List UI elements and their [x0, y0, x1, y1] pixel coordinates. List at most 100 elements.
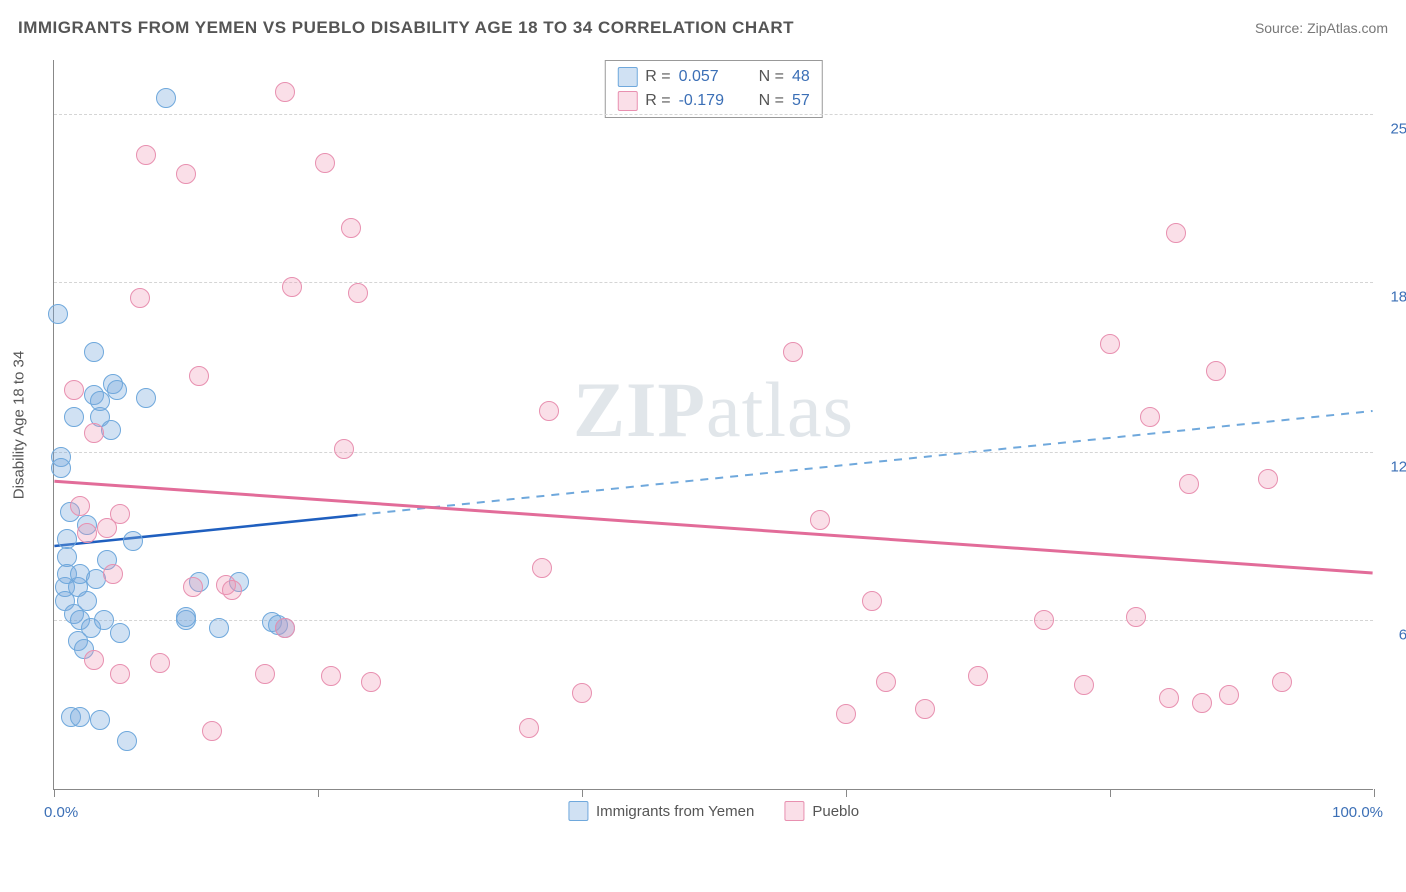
- source-label: Source: ZipAtlas.com: [1255, 20, 1388, 36]
- data-point-series-1: [209, 618, 229, 638]
- data-point-series-2: [321, 666, 341, 686]
- data-point-series-2: [1034, 610, 1054, 630]
- data-point-series-2: [275, 82, 295, 102]
- x-tick: [318, 789, 319, 797]
- data-point-series-2: [150, 653, 170, 673]
- x-tick: [846, 789, 847, 797]
- data-point-series-2: [1219, 685, 1239, 705]
- data-point-series-2: [1074, 675, 1094, 695]
- x-axis-max-label: 100.0%: [1332, 804, 1383, 821]
- data-point-series-1: [107, 380, 127, 400]
- swatch-series-2: [784, 801, 804, 821]
- data-point-series-1: [77, 591, 97, 611]
- y-tick-label: 25.0%: [1378, 121, 1406, 138]
- stats-box: R = 0.057 N = 48 R = -0.179 N = 57: [604, 60, 822, 118]
- swatch-series-2: [617, 91, 637, 111]
- legend-label-1: Immigrants from Yemen: [596, 803, 754, 820]
- data-point-series-2: [876, 672, 896, 692]
- swatch-series-1: [617, 67, 637, 87]
- data-point-series-2: [334, 439, 354, 459]
- legend-item-2: Pueblo: [784, 801, 859, 821]
- gridline: [54, 452, 1373, 453]
- y-tick-label: 6.3%: [1378, 626, 1406, 643]
- data-point-series-2: [183, 577, 203, 597]
- data-point-series-1: [64, 407, 84, 427]
- data-point-series-2: [361, 672, 381, 692]
- data-point-series-2: [1140, 407, 1160, 427]
- data-point-series-1: [57, 529, 77, 549]
- data-point-series-2: [532, 558, 552, 578]
- data-point-series-1: [123, 531, 143, 551]
- data-point-series-2: [84, 423, 104, 443]
- data-point-series-2: [282, 277, 302, 297]
- data-point-series-2: [202, 721, 222, 741]
- data-point-series-2: [968, 666, 988, 686]
- stats-row-series-2: R = -0.179 N = 57: [617, 89, 809, 113]
- data-point-series-2: [189, 366, 209, 386]
- y-tick-label: 18.8%: [1378, 288, 1406, 305]
- data-point-series-1: [90, 710, 110, 730]
- x-tick: [582, 789, 583, 797]
- header-row: IMMIGRANTS FROM YEMEN VS PUEBLO DISABILI…: [18, 18, 1388, 38]
- data-point-series-2: [103, 564, 123, 584]
- data-point-series-2: [915, 699, 935, 719]
- data-point-series-2: [836, 704, 856, 724]
- data-point-series-2: [1126, 607, 1146, 627]
- swatch-series-1: [568, 801, 588, 821]
- data-point-series-1: [51, 458, 71, 478]
- data-point-series-2: [1258, 469, 1278, 489]
- data-point-series-1: [110, 623, 130, 643]
- n-value-series-1: 48: [792, 68, 810, 86]
- x-axis-min-label: 0.0%: [44, 804, 78, 821]
- data-point-series-2: [222, 580, 242, 600]
- n-label: N =: [759, 68, 784, 86]
- data-point-series-2: [255, 664, 275, 684]
- data-point-series-2: [1206, 361, 1226, 381]
- x-tick: [1110, 789, 1111, 797]
- chart-title: IMMIGRANTS FROM YEMEN VS PUEBLO DISABILI…: [18, 18, 794, 38]
- r-value-series-1: 0.057: [679, 68, 739, 86]
- y-axis-title: Disability Age 18 to 34: [11, 350, 28, 498]
- gridline: [54, 282, 1373, 283]
- data-point-series-2: [539, 401, 559, 421]
- legend-label-2: Pueblo: [812, 803, 859, 820]
- data-point-series-1: [117, 731, 137, 751]
- trend-lines: [54, 60, 1373, 789]
- data-point-series-2: [1179, 474, 1199, 494]
- data-point-series-2: [110, 504, 130, 524]
- data-point-series-2: [1100, 334, 1120, 354]
- y-tick-label: 12.5%: [1378, 459, 1406, 476]
- r-label: R =: [645, 68, 670, 86]
- data-point-series-1: [101, 420, 121, 440]
- data-point-series-2: [315, 153, 335, 173]
- data-point-series-1: [84, 342, 104, 362]
- data-point-series-1: [176, 607, 196, 627]
- data-point-series-2: [77, 523, 97, 543]
- n-value-series-2: 57: [792, 92, 810, 110]
- n-label: N =: [759, 92, 784, 110]
- bottom-legend: Immigrants from Yemen Pueblo: [568, 801, 859, 821]
- data-point-series-2: [1166, 223, 1186, 243]
- data-point-series-2: [348, 283, 368, 303]
- data-point-series-2: [1192, 693, 1212, 713]
- data-point-series-2: [176, 164, 196, 184]
- stats-row-series-1: R = 0.057 N = 48: [617, 65, 809, 89]
- data-point-series-1: [70, 707, 90, 727]
- watermark: ZIPatlas: [573, 365, 854, 455]
- chart-area: Disability Age 18 to 34 ZIPatlas R = 0.0…: [53, 60, 1373, 790]
- data-point-series-2: [341, 218, 361, 238]
- x-tick: [54, 789, 55, 797]
- data-point-series-2: [1159, 688, 1179, 708]
- data-point-series-2: [810, 510, 830, 530]
- data-point-series-2: [84, 650, 104, 670]
- data-point-series-2: [519, 718, 539, 738]
- r-value-series-2: -0.179: [679, 92, 739, 110]
- data-point-series-2: [64, 380, 84, 400]
- gridline: [54, 620, 1373, 621]
- data-point-series-2: [275, 618, 295, 638]
- data-point-series-2: [70, 496, 90, 516]
- data-point-series-2: [783, 342, 803, 362]
- gridline: [54, 114, 1373, 115]
- data-point-series-1: [48, 304, 68, 324]
- data-point-series-1: [156, 88, 176, 108]
